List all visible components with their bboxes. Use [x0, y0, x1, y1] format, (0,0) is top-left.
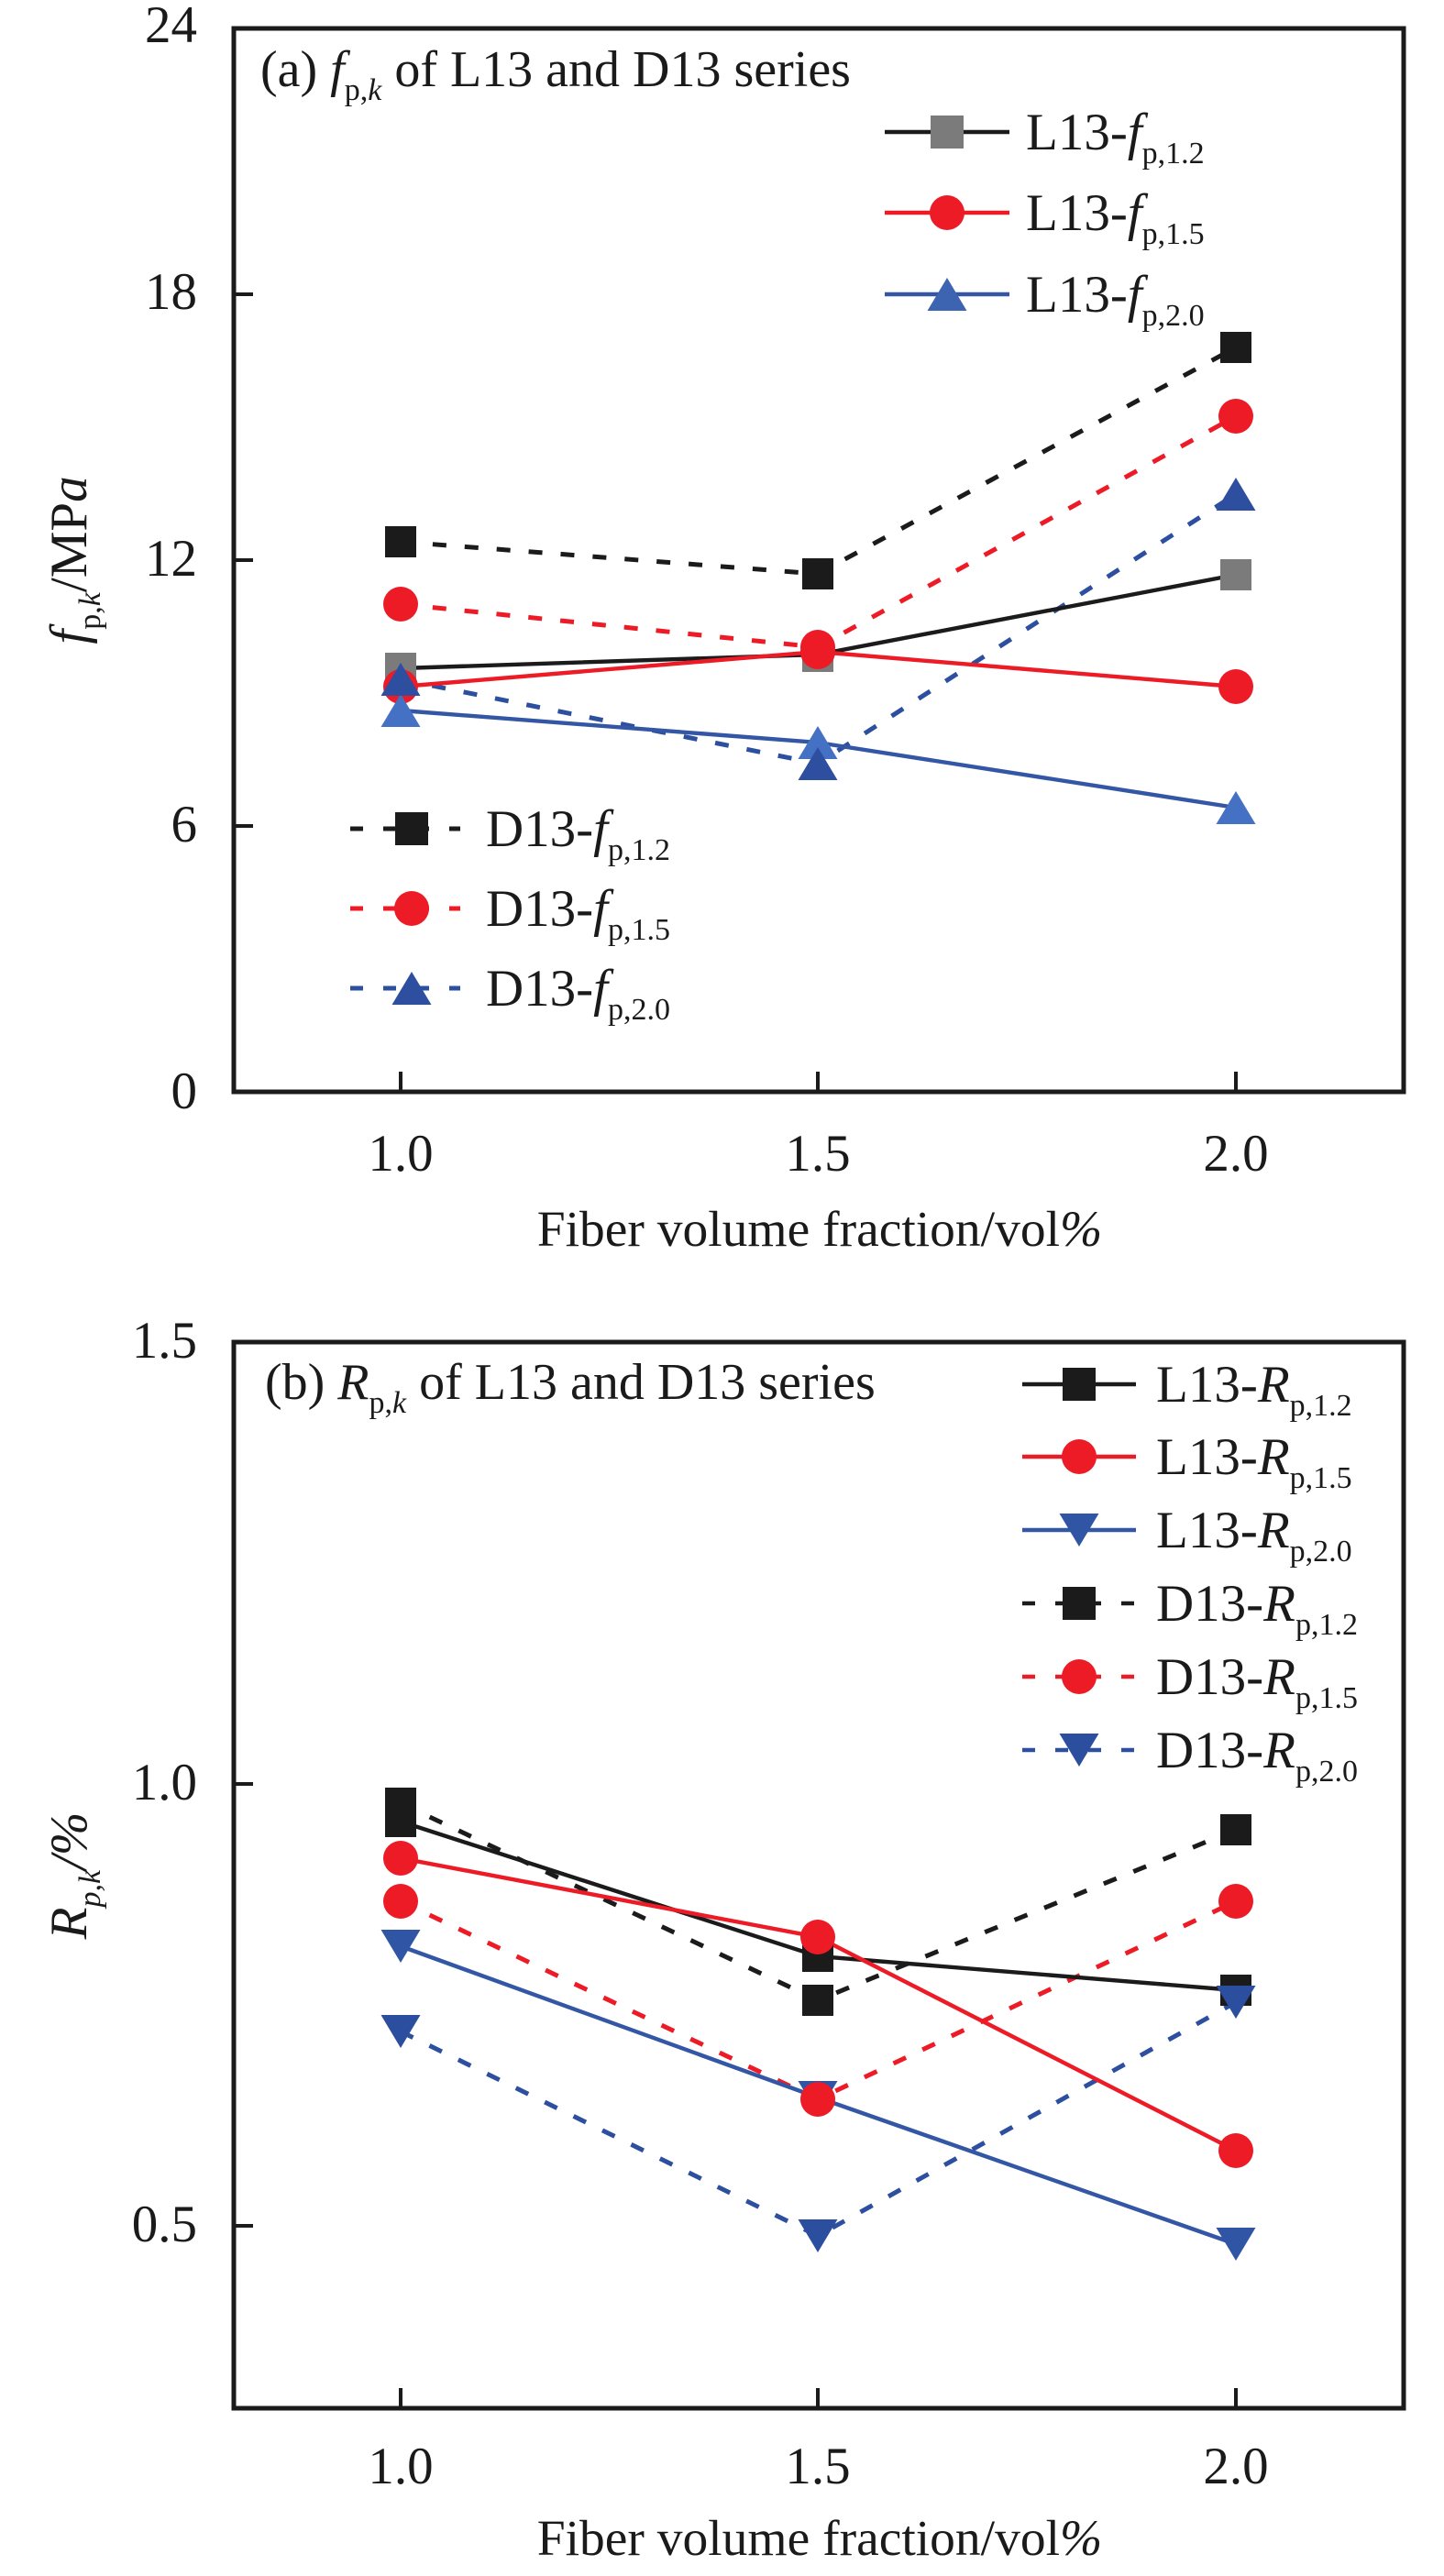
svg-text:fp,k/MPa: fp,k/MPa: [40, 476, 107, 644]
svg-text:24: 24: [145, 0, 197, 54]
svg-text:1.5: 1.5: [785, 2438, 850, 2495]
svg-text:1.0: 1.0: [132, 1754, 197, 1811]
svg-text:0: 0: [171, 1062, 198, 1120]
svg-text:Fiber volume fraction/vol%: Fiber volume fraction/vol%: [537, 1202, 1103, 1258]
svg-text:2.0: 2.0: [1203, 1125, 1268, 1183]
svg-text:18: 18: [145, 263, 197, 321]
svg-text:Rp,k/%: Rp,k/%: [40, 1812, 107, 1941]
svg-text:0.5: 0.5: [132, 2196, 197, 2253]
svg-text:1.5: 1.5: [132, 1312, 197, 1370]
svg-text:D13-Rp,1.2: D13-Rp,1.2: [1156, 1575, 1358, 1642]
svg-text:Fiber volume fraction/vol%: Fiber volume fraction/vol%: [537, 2511, 1103, 2567]
svg-text:1.0: 1.0: [368, 2438, 433, 2495]
svg-text:12: 12: [145, 530, 197, 588]
svg-text:1.5: 1.5: [785, 1125, 850, 1183]
svg-text:6: 6: [171, 796, 198, 853]
svg-text:(b) Rp,k of L13 and D13 series: (b) Rp,k of L13 and D13 series: [265, 1354, 876, 1420]
svg-text:1.0: 1.0: [368, 1125, 433, 1183]
svg-text:2.0: 2.0: [1203, 2438, 1268, 2495]
